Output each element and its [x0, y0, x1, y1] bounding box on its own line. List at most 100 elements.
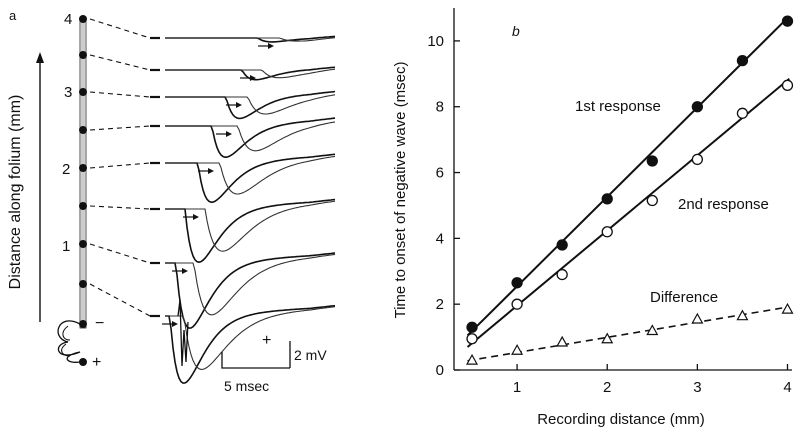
- data-point-series-1: [556, 239, 568, 251]
- electrode-label-2: 2: [62, 161, 70, 178]
- panel-a-label: a: [9, 8, 17, 23]
- trace-second-response: [165, 94, 336, 115]
- electrode-label-1: 1: [62, 238, 70, 255]
- electrode-lead: [89, 205, 151, 210]
- data-point-series-1: [601, 193, 613, 205]
- electrode-label-3: 3: [64, 84, 72, 101]
- onset-arrowhead-icon: [268, 43, 274, 49]
- data-point-series-2: [601, 226, 613, 238]
- trace-second-response: [165, 253, 336, 316]
- recording-electrode: [79, 202, 87, 210]
- data-point-series-1: [646, 155, 658, 167]
- trace-second-response: [165, 155, 336, 195]
- scale-voltage-label: 2 mV: [294, 347, 327, 363]
- recording-electrode: [79, 126, 87, 134]
- onset-arrowhead-icon: [208, 168, 214, 174]
- trace-first-response: [165, 198, 336, 264]
- electrode-lead: [89, 243, 151, 264]
- data-point-series-2: [736, 107, 749, 119]
- data-point-series-3: [781, 302, 794, 314]
- data-point-series-3: [466, 353, 479, 365]
- data-point-series-3: [736, 309, 749, 321]
- electrode-lead: [89, 162, 151, 169]
- scale-time-label: 5 msec: [224, 378, 269, 394]
- electrode-lead: [89, 18, 151, 39]
- trace-second-response: [165, 121, 336, 152]
- data-point-series-1: [736, 55, 749, 67]
- x-tick-label: 2: [603, 379, 611, 396]
- data-point-series-3: [556, 335, 569, 347]
- data-point-series-2: [511, 298, 523, 310]
- data-point-series-3: [601, 332, 614, 344]
- onset-arrowhead-icon: [236, 102, 242, 108]
- recording-electrode: [79, 240, 87, 248]
- data-point-series-2: [781, 79, 794, 91]
- data-point-series-2: [466, 333, 478, 345]
- legend-label-2nd-response: 2nd response: [678, 196, 769, 213]
- trace-second-response: [165, 200, 336, 252]
- onset-arrowhead-icon: [250, 75, 256, 81]
- y-tick-label: 6: [436, 165, 444, 182]
- onset-arrowhead-icon: [172, 321, 178, 327]
- y-tick-label: 0: [436, 362, 444, 379]
- data-point-series-1: [511, 277, 523, 289]
- trace-first-response: [165, 304, 336, 384]
- electrode-lead: [89, 125, 151, 131]
- x-axis-label: Recording distance (mm): [537, 411, 705, 428]
- trace-first-response: [165, 90, 336, 120]
- onset-arrowhead-icon: [226, 131, 232, 137]
- data-point-series-2: [556, 268, 568, 281]
- scale-plus-label: +: [262, 332, 271, 349]
- recording-electrode: [79, 320, 87, 328]
- trace-second-response: [165, 37, 336, 42]
- panel-b: 1 2 3 4 0 2 4 6 8 10 b Time to onset of negative …: [392, 8, 794, 428]
- legend-label-1st-response: 1st response: [575, 98, 661, 115]
- trace-second-response: [165, 68, 336, 79]
- data-point-series-1: [466, 321, 478, 333]
- data-point-series-3: [691, 312, 704, 324]
- data-point-series-2: [691, 153, 704, 166]
- onset-arrowhead-icon: [193, 214, 199, 220]
- stimulus-electrode-plus: [79, 358, 87, 366]
- x-tick-label: 3: [693, 379, 701, 396]
- stimulus-artefact: [177, 299, 189, 367]
- y-tick-label: 2: [436, 296, 444, 313]
- time-scale-bar: [221, 352, 290, 369]
- recording-electrode: [79, 51, 87, 59]
- panel-a: a Distance along folium (mm) 4 3 2 1 + −…: [7, 8, 336, 394]
- trace-first-response: [165, 117, 336, 159]
- panel-a-ylabel: Distance along folium (mm): [7, 95, 24, 290]
- recording-electrode: [79, 280, 87, 288]
- y-tick-label: 8: [436, 99, 444, 116]
- electrode-label-4: 4: [64, 11, 72, 28]
- electrode-lead: [89, 91, 151, 98]
- trace-second-response: [165, 306, 336, 370]
- y-tick-label: 4: [436, 230, 444, 247]
- electrode-lead: [89, 54, 151, 71]
- y-tick-label: 10: [427, 33, 444, 50]
- data-point-series-3: [646, 324, 659, 336]
- recording-electrode: [79, 15, 87, 23]
- recording-electrodes: [79, 15, 151, 328]
- stim-plus-label: +: [92, 354, 101, 371]
- data-point-series-1: [691, 101, 704, 113]
- stimulator-coil-icon: [57, 320, 81, 363]
- stim-minus-label: −: [95, 315, 104, 332]
- plot-marks: [466, 15, 794, 365]
- recording-electrode: [79, 164, 87, 172]
- onset-arrowhead-icon: [182, 268, 188, 274]
- recording-electrode: [79, 88, 87, 96]
- legend-label-difference: Difference: [650, 289, 718, 306]
- x-tick-label: 1: [513, 379, 521, 396]
- voltage-traces: [150, 35, 336, 384]
- axis-ticks: 1 2 3 4 0 2 4 6 8 10: [427, 33, 791, 396]
- electrode-lead: [89, 283, 151, 317]
- data-point-series-2: [646, 194, 658, 207]
- panel-b-label: b: [512, 23, 520, 39]
- x-tick-label: 4: [783, 379, 791, 396]
- y-axis-label: Time to onset of negative wave (msec): [392, 61, 409, 318]
- distance-arrowhead-icon: [36, 52, 44, 63]
- trace-first-response: [165, 252, 336, 329]
- data-point-series-1: [781, 15, 794, 27]
